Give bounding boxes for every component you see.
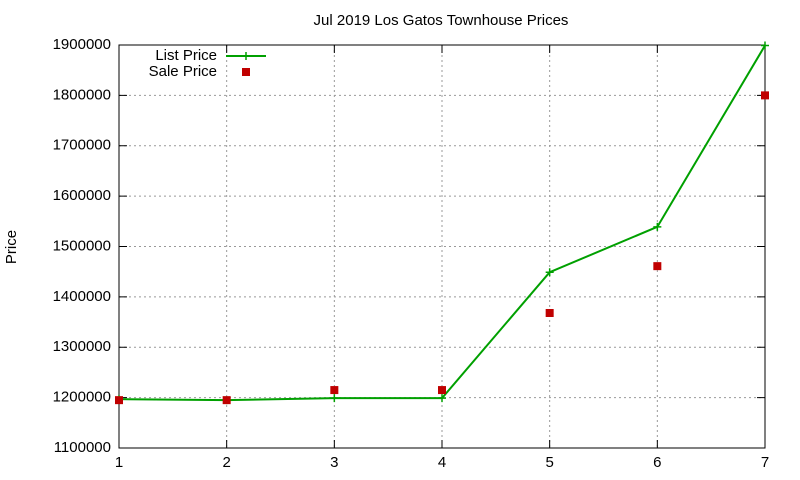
legend-label: Sale Price <box>149 63 217 80</box>
y-tick-label: 1300000 <box>53 338 111 355</box>
point <box>438 386 446 395</box>
point <box>761 41 769 50</box>
x-tick-label: 4 <box>438 454 446 471</box>
x-tick-label: 7 <box>761 454 769 471</box>
point <box>330 394 339 403</box>
y-tick-label: 1400000 <box>53 288 111 305</box>
y-tick-label: 1200000 <box>53 389 111 406</box>
point <box>330 386 339 395</box>
x-tick-label: 1 <box>115 454 123 471</box>
x-tick-label: 6 <box>653 454 661 471</box>
legend-marker <box>242 68 250 76</box>
point <box>115 396 123 405</box>
y-tick-label: 1800000 <box>53 86 111 103</box>
point <box>222 396 231 405</box>
plot-border <box>118 44 766 449</box>
x-tick-label: 3 <box>330 454 338 471</box>
chart-title: Jul 2019 Los Gatos Townhouse Prices <box>314 12 569 29</box>
x-tick-label: 5 <box>545 454 553 471</box>
point <box>545 308 554 317</box>
legend-marker <box>242 52 250 60</box>
y-tick-label: 1100000 <box>54 439 111 456</box>
y-tick-label: 1700000 <box>53 137 111 154</box>
y-tick-label: 1500000 <box>53 237 111 254</box>
point <box>761 91 769 100</box>
point <box>545 268 554 277</box>
point <box>653 262 662 271</box>
y-tick-label: 1900000 <box>53 36 111 53</box>
y-axis-label: Price <box>3 230 20 264</box>
legend-label: List Price <box>155 47 217 64</box>
y-tick-label: 1600000 <box>53 187 111 204</box>
point <box>438 394 446 403</box>
x-tick-label: 2 <box>222 454 230 471</box>
point <box>653 222 662 231</box>
